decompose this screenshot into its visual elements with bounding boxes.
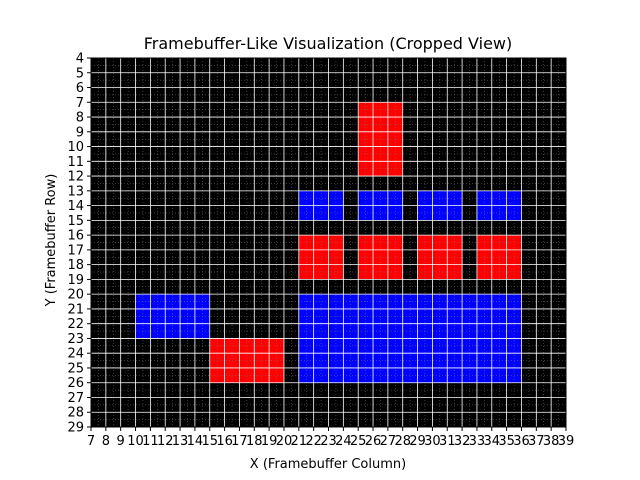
y-tick-label: 20 [67,288,84,303]
x-tick-label: 21 [291,434,308,449]
x-axis-label: X (Framebuffer Column) [250,457,406,472]
region-5 [298,235,344,280]
x-tick-label: 10 [127,434,144,449]
y-tick-label: 4 [76,52,84,67]
y-tick-label: 12 [67,170,84,185]
chart-title: Framebuffer-Like Visualization (Cropped … [144,34,513,53]
x-tick-label: 23 [320,434,337,449]
x-tick-label: 13 [172,434,189,449]
x-tick-label: 11 [142,434,159,449]
y-tick-label: 14 [67,199,84,214]
y-tick-label: 28 [67,406,84,421]
x-tick-label: 35 [498,434,515,449]
y-tick-label: 16 [67,229,84,244]
y-tick-label: 27 [67,391,84,406]
x-tick-label: 36 [513,434,530,449]
y-tick-label: 8 [76,111,84,126]
x-tick-label: 27 [380,434,397,449]
y-tick-label: 13 [67,184,84,199]
y-tick-label: 11 [67,155,84,170]
y-tick-label: 6 [76,81,84,96]
y-tick-label: 7 [76,96,84,111]
x-tick-label: 8 [102,434,110,449]
x-tick-label: 26 [365,434,382,449]
y-tick-label: 15 [67,214,84,229]
x-tick-label: 37 [528,434,545,449]
x-tick-label: 24 [335,434,352,449]
y-tick-label: 24 [67,347,84,362]
y-tick-label: 26 [67,376,84,391]
plot-area [90,57,567,428]
y-tick-label: 21 [67,302,84,317]
x-tick-label: 39 [558,434,575,449]
x-tick-label: 29 [409,434,426,449]
x-tick-label: 19 [261,434,278,449]
x-tick-label: 31 [439,434,456,449]
y-axis-label: Y (Framebuffer Row) [44,174,59,308]
x-tick-label: 20 [276,434,293,449]
y-tick-label: 9 [76,125,84,140]
x-tick-label: 22 [305,434,322,449]
x-tick-label: 16 [216,434,233,449]
y-tick-label: 23 [67,332,84,347]
x-tick-label: 34 [484,434,501,449]
x-tick-label: 14 [187,434,204,449]
x-tick-label: 12 [157,434,174,449]
y-tick-label: 17 [67,243,84,258]
x-tick-label: 15 [201,434,218,449]
x-tick-label: 30 [424,434,441,449]
x-tick-label: 33 [469,434,486,449]
region-6 [358,235,403,280]
y-tick-label: 5 [76,66,84,81]
x-tick-label: 32 [454,434,471,449]
x-tick-label: 18 [246,434,263,449]
x-tick-label: 28 [394,434,411,449]
x-tick-label: 9 [117,434,125,449]
x-axis: 7 8 9 1011121314151617181920212223242526272… [87,427,574,449]
y-tick-label: 18 [67,258,84,273]
x-tick-label: 7 [87,434,95,449]
y-tick-label: 25 [67,361,84,376]
x-tick-label: 17 [231,434,248,449]
x-tick-label: 38 [543,434,560,449]
x-tick-label: 25 [350,434,367,449]
y-tick-label: 29 [67,421,84,436]
y-tick-label: 19 [67,273,84,288]
y-axis: 4567891011121314151617181920212223242526… [67,52,91,436]
y-tick-label: 22 [67,317,84,332]
y-tick-label: 10 [67,140,84,155]
